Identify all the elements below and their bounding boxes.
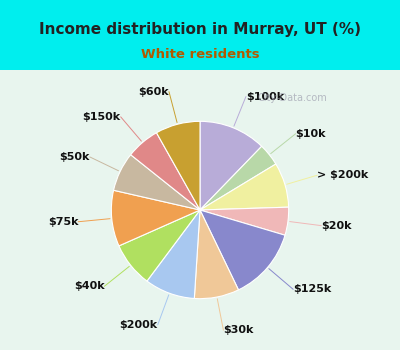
Text: $60k: $60k [138,87,169,97]
Text: Income distribution in Murray, UT (%): Income distribution in Murray, UT (%) [39,22,361,37]
Text: City-Data.com: City-Data.com [257,93,327,103]
Text: $50k: $50k [59,152,90,162]
Text: $10k: $10k [296,129,326,139]
Wedge shape [119,210,200,281]
Wedge shape [194,210,238,299]
Text: $20k: $20k [321,220,352,231]
Text: $125k: $125k [293,284,332,294]
Wedge shape [200,146,276,210]
Text: $40k: $40k [74,281,104,291]
Text: $100k: $100k [246,92,284,102]
Text: $30k: $30k [223,325,254,335]
Text: White residents: White residents [141,48,259,61]
Wedge shape [114,155,200,210]
Wedge shape [200,207,289,235]
Wedge shape [111,190,200,246]
Text: $150k: $150k [82,112,121,122]
Wedge shape [131,133,200,210]
Wedge shape [156,121,200,210]
Wedge shape [200,121,262,210]
Text: $75k: $75k [48,217,78,227]
Text: $200k: $200k [120,320,158,330]
Text: > $200k: > $200k [317,170,368,180]
Wedge shape [147,210,200,299]
Wedge shape [200,164,289,210]
Wedge shape [200,210,285,290]
